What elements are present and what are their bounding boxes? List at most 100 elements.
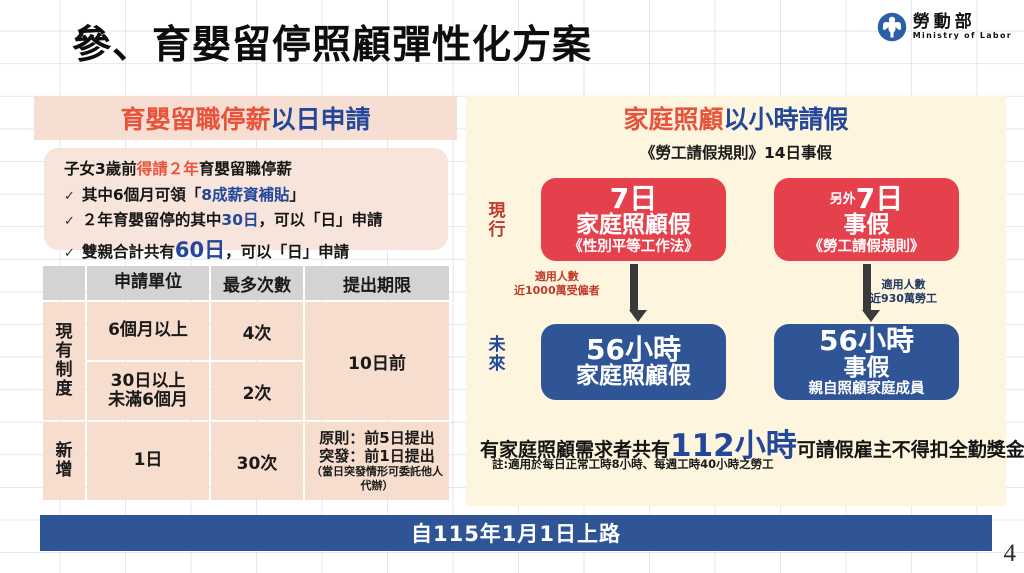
deadline-sub-1: （當日突發情形可委託他人 (311, 465, 443, 479)
current-personal-leave-box: 另外7日 事假 《勞工請假規則》 (774, 178, 959, 261)
bullet-b: 8成薪資補貼 (201, 185, 290, 204)
left-panel: 育嬰留職停薪 以日申請 子女3歲前得請２年育嬰留職停薪 ✓ 其中6個月可領「8成薪… (34, 96, 457, 506)
cell-unit-1: 6個月以上 (87, 302, 209, 360)
list-item: ✓ ２年育嬰留停的其中30日，可以「日」申請 (64, 208, 448, 230)
future-family-care-leave-box: 56小時 家庭照顧假 (541, 324, 726, 400)
left-panel-header: 育嬰留職停薪 以日申請 (34, 96, 457, 140)
cell-times-1: 4次 (211, 302, 303, 360)
right-header-red-text: 家庭照顧 (623, 105, 724, 134)
bullet-a: 其中6個月可領「 (81, 185, 202, 204)
footnote: 註:適用於每日正常工時8小時、每週工時40小時之勞工 (492, 457, 774, 471)
logo-wordmark: 勞動部 Ministry of Labor (912, 11, 1012, 41)
right-header-blue-text: 以小時請假 (723, 105, 849, 134)
left-header-blue-text: 以日申請 (270, 105, 371, 134)
stage-label-current: 現行 (488, 201, 506, 240)
list-item: ✓ 其中6個月可領「8成薪資補貼」 (64, 183, 448, 205)
box-red-2-name: 事假 (843, 212, 890, 239)
ministry-of-labor-emblem-icon (877, 12, 907, 42)
deadline-sub-2: 代辦） (360, 479, 394, 492)
arrow-head (629, 310, 647, 322)
intro-part-2: 得請２年 (136, 160, 199, 178)
logo-name-cn: 勞動部 (912, 11, 976, 32)
bullet-c: ，可以「日」申請 (258, 211, 383, 229)
note-1-line1: 適用人數 (534, 270, 579, 283)
down-arrow-icon (862, 264, 880, 322)
table-row: 現有制度 6個月以上 4次 10日前 (43, 302, 449, 420)
summary-hours: 112小時 (670, 428, 797, 464)
cell-unit-2-line2: 未滿6個月 (108, 390, 188, 410)
summary-part-b: 可請假雇主不得扣全勤獎金 (796, 439, 1024, 461)
table-header-unit: 申請單位 (87, 266, 209, 300)
bullet-text: 雙親合計共有60日，可以「日」申請 (82, 234, 349, 264)
cell-unit-2-line1: 30日以上 (110, 370, 186, 391)
right-panel: 家庭照顧 以小時請假 《勞工請假規則》14日事假 現行 未來 7日 家庭照顧假 《… (466, 96, 1024, 506)
page-number: 4 (1003, 540, 1017, 567)
ministry-of-labor-logo: 勞動部 Ministry of Labor (877, 12, 1012, 42)
left-panel-body: 子女3歲前得請２年育嬰留職停薪 ✓ 其中6個月可領「8成薪資補貼」 ✓ ２年育嬰… (44, 148, 448, 262)
table-header-deadline: 提出期限 (305, 266, 449, 300)
table-header-blank (43, 266, 85, 300)
box-blue-1-hours: 56小時 (586, 332, 681, 366)
box-red-2-law: 《勞工請假規則》 (808, 238, 925, 255)
logo-name-en: Ministry of Labor (912, 30, 1012, 40)
coverage-note-left: 適用人數 近1000萬受僱者 (514, 270, 600, 298)
bullet-a: 雙親合計共有 (81, 242, 175, 261)
right-panel-header: 家庭照顧 以小時請假 (466, 96, 1006, 140)
future-personal-leave-box: 56小時 事假 親自照顧家庭成員 (774, 324, 959, 400)
law-reference-line: 《勞工請假規則》14日事假 (639, 144, 833, 162)
effective-date-banner: 自115年1月1日上路 (40, 515, 992, 551)
arrow-stem (630, 264, 638, 310)
down-arrow-icon (629, 264, 647, 322)
summary-statement: 有家庭照顧需求者共有112小時可請假雇主不得扣全勤獎金 (480, 420, 1024, 465)
arrow-head (862, 310, 880, 322)
table: 申請單位 最多次數 提出期限 現有制度 6個月以上 4次 10日前 30日以上 … (41, 264, 451, 502)
row-label-new: 新增 (43, 422, 85, 500)
cell-deadline-existing: 10日前 (305, 302, 449, 420)
cell-unit-3: 1日 (87, 422, 209, 500)
bullet-c: 」 (289, 185, 306, 204)
bullet-b: 30日 (221, 211, 259, 229)
deadline-line-2: 突發：前1日提出 (319, 447, 435, 466)
coverage-note-right: 適用人數 近930萬勞工 (870, 278, 937, 306)
intro-part-1: 子女3歲前 (64, 160, 137, 178)
list-item: ✓ 雙親合計共有60日，可以「日」申請 (64, 234, 448, 264)
bullet-text: 其中6個月可領「8成薪資補貼」 (82, 183, 305, 205)
left-header-red-text: 育嬰留職停薪 (120, 105, 271, 134)
note-2-line2: 近930萬勞工 (870, 291, 937, 305)
box-red-2-days-value: 7日 (855, 181, 904, 215)
box-red-1-name: 家庭照顧假 (576, 212, 691, 239)
box-blue-2-name: 事假 (843, 354, 890, 381)
box-red-2-prefix: 另外 (829, 191, 856, 207)
table-header-times: 最多次數 (211, 266, 303, 300)
banner-text: 自115年1月1日上路 (410, 522, 622, 546)
table-row: 新增 1日 30次 原則：前5日提出 突發：前1日提出 （當日突發情形可委託他人… (43, 422, 449, 500)
box-blue-2-sub: 親自照顧家庭成員 (808, 381, 925, 397)
box-blue-1-name: 家庭照顧假 (576, 363, 691, 390)
bullet-text: ２年育嬰留停的其中30日，可以「日」申請 (82, 208, 383, 230)
stage-label-future: 未來 (488, 335, 506, 374)
intro-line: 子女3歲前得請２年育嬰留職停薪 (64, 157, 448, 179)
box-red-1-days: 7日 (609, 181, 658, 215)
table-row: 30日以上 未滿6個月 2次 (43, 362, 449, 420)
cell-unit-2: 30日以上 未滿6個月 (87, 362, 209, 420)
page-title: 參、育嬰留停照顧彈性化方案 (72, 23, 593, 68)
table-header-row: 申請單位 最多次數 提出期限 (43, 266, 449, 300)
box-red-2-days: 另外7日 (830, 184, 904, 213)
box-red-1-law: 《性別平等工作法》 (568, 238, 699, 255)
row-label-existing: 現有制度 (43, 302, 85, 420)
application-rules-table: 申請單位 最多次數 提出期限 現有制度 6個月以上 4次 10日前 30日以上 … (41, 264, 451, 502)
cell-deadline-new: 原則：前5日提出 突發：前1日提出 （當日突發情形可委託他人 代辦） (305, 422, 449, 500)
bullet-c: ，可以「日」申請 (225, 242, 350, 261)
cell-times-3: 30次 (211, 422, 303, 500)
check-icon: ✓ (64, 214, 75, 229)
note-2-line1: 適用人數 (881, 278, 926, 291)
cell-times-2: 2次 (211, 362, 303, 420)
intro-part-3: 育嬰留職停薪 (198, 160, 292, 178)
check-icon: ✓ (64, 188, 75, 204)
bullet-list: ✓ 其中6個月可領「8成薪資補貼」 ✓ ２年育嬰留停的其中30日，可以「日」申請… (64, 183, 448, 264)
arrow-stem (863, 264, 871, 310)
bullet-a: ２年育嬰留停的其中 (81, 211, 222, 229)
summary-part-a: 有家庭照顧需求者共有 (480, 439, 671, 461)
box-blue-2-hours: 56小時 (819, 324, 914, 358)
